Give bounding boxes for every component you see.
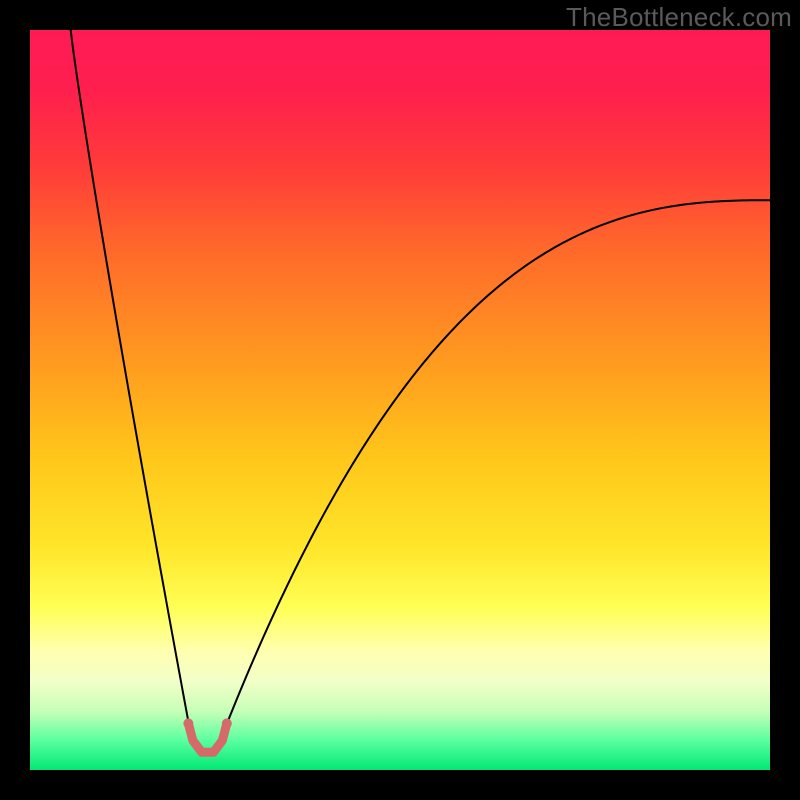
chart-frame: TheBottleneck.com [0,0,800,800]
bottleneck-curve-chart [0,0,800,800]
watermark-text: TheBottleneck.com [566,2,792,33]
